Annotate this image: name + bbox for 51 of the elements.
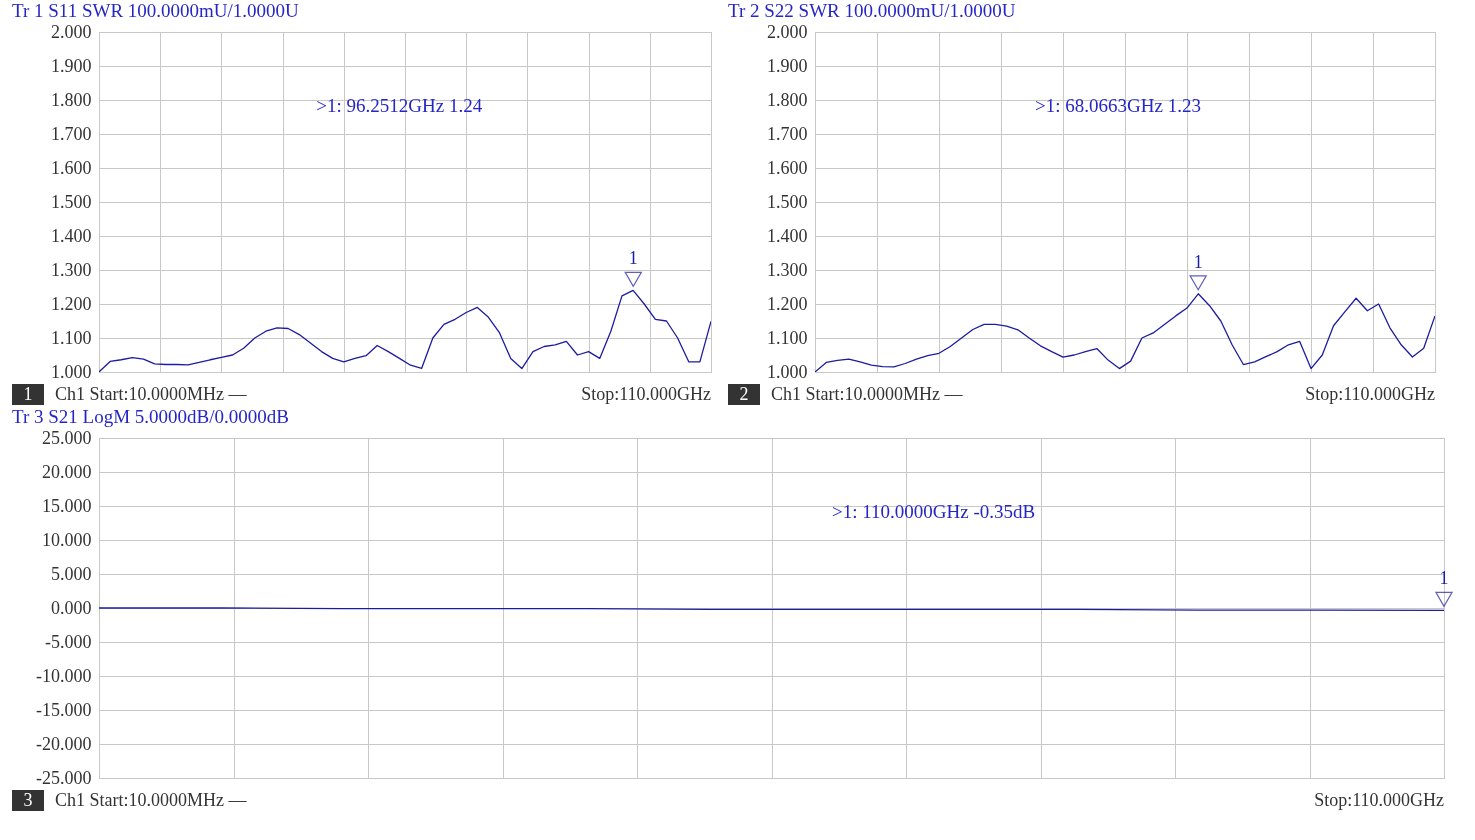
y-tick-label: -20.000	[36, 733, 92, 754]
y-tick-label: 10.000	[42, 529, 92, 550]
y-tick-label: 15.000	[42, 495, 92, 516]
y-tick-label: 1.100	[51, 327, 92, 348]
y-tick-label: 1.800	[767, 89, 808, 110]
y-tick-label: -10.000	[36, 665, 92, 686]
y-tick-label: -5.000	[45, 631, 92, 652]
y-tick-label: 20.000	[42, 461, 92, 482]
annotation: 1	[628, 248, 638, 269]
y-tick-label: 1.200	[767, 293, 808, 314]
y-tick-label: 1.700	[51, 123, 92, 144]
y-tick-label: 1.500	[51, 191, 92, 212]
y-tick-label: 2.000	[51, 21, 92, 42]
y-tick-label: -15.000	[36, 699, 92, 720]
y-tick-label: 1.000	[51, 361, 92, 382]
annotation: 1	[1193, 251, 1203, 272]
y-tick-label: 1.100	[767, 327, 808, 348]
y-tick-label: -25.000	[36, 767, 92, 788]
y-tick-label: 1.800	[51, 89, 92, 110]
chart-title: Tr 2 S22 SWR 100.0000mU/1.0000U	[728, 0, 1016, 21]
y-tick-label: 1.600	[51, 157, 92, 178]
y-tick-label: 1.300	[767, 259, 808, 280]
text: 2	[739, 384, 749, 404]
text: Ch1 Start:10.0000MHz —	[55, 384, 248, 404]
y-tick-label: 1.300	[51, 259, 92, 280]
text: Stop:110.000GHz	[1314, 790, 1444, 810]
y-tick-label: 1.900	[51, 55, 92, 76]
text: 3	[23, 790, 33, 810]
annotation: 1	[1439, 568, 1449, 589]
annotation: >1: 110.0000GHz -0.35dB	[832, 501, 1036, 522]
text: 1	[23, 384, 33, 404]
y-tick-label: 0.000	[51, 597, 92, 618]
y-tick-label: 1.400	[767, 225, 808, 246]
y-tick-label: 1.200	[51, 293, 92, 314]
y-tick-label: 25.000	[42, 427, 92, 448]
text: Ch1 Start:10.0000MHz —	[55, 790, 248, 810]
text: Stop:110.000GHz	[581, 384, 711, 404]
y-tick-label: 2.000	[767, 21, 808, 42]
y-tick-label: 5.000	[51, 563, 92, 584]
chart-title: Tr 1 S11 SWR 100.0000mU/1.0000U	[12, 0, 300, 21]
text: Ch1 Start:10.0000MHz —	[771, 384, 964, 404]
y-tick-label: 1.700	[767, 123, 808, 144]
annotation: >1: 68.0663GHz 1.23	[1035, 95, 1201, 116]
y-tick-label: 1.000	[767, 361, 808, 382]
y-tick-label: 1.400	[51, 225, 92, 246]
y-tick-label: 1.500	[767, 191, 808, 212]
text: Stop:110.000GHz	[1305, 384, 1435, 404]
y-tick-label: 1.900	[767, 55, 808, 76]
chart-title: Tr 3 S21 LogM 5.0000dB/0.0000dB	[12, 406, 289, 427]
annotation: >1: 96.2512GHz 1.24	[316, 95, 483, 116]
y-tick-label: 1.600	[767, 157, 808, 178]
